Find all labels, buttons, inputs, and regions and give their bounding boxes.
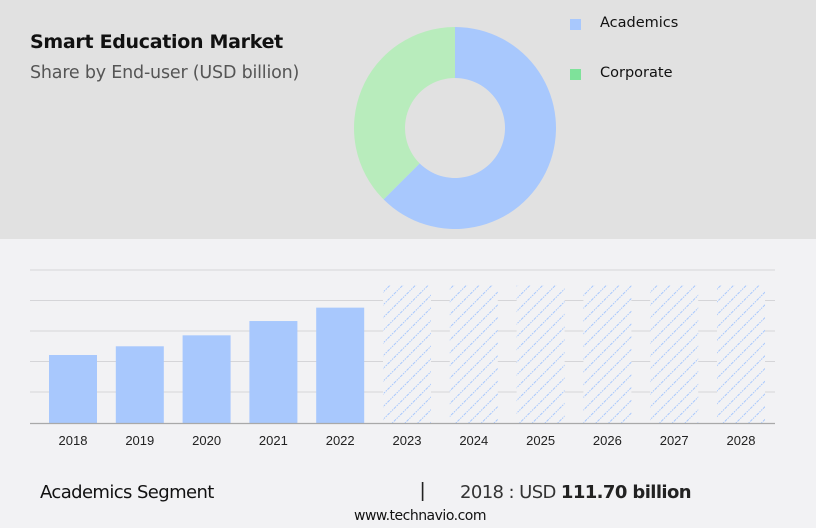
x-label-2028: 2028 [726, 433, 756, 448]
x-label-2025: 2025 [526, 433, 556, 448]
donut-slice-corporate[interactable] [353, 27, 455, 200]
legend-swatch-academics [570, 19, 581, 30]
x-label-2018: 2018 [58, 433, 88, 448]
donut-chart [353, 27, 556, 229]
x-label-2021: 2021 [258, 433, 288, 448]
legend-item-corporate[interactable]: Corporate [570, 65, 673, 81]
x-label-2022: 2022 [325, 433, 355, 448]
bar-2026[interactable] [583, 285, 632, 423]
bar-2023[interactable] [383, 285, 431, 423]
bars [49, 285, 765, 423]
x-label-2023: 2023 [392, 433, 422, 448]
bar-2022[interactable] [316, 307, 365, 423]
bar-2027[interactable] [650, 285, 699, 423]
bar-chart [30, 269, 775, 425]
x-label-2027: 2027 [659, 433, 689, 448]
segment-value-prefix: 2018 : USD [460, 482, 561, 503]
x-label-2020: 2020 [192, 433, 222, 448]
segment-value: 2018 : USD 111.70 billion [460, 482, 692, 503]
donut-slice-academics[interactable] [383, 27, 556, 229]
bar-2019[interactable] [115, 346, 164, 423]
chart-title: Smart Education Market [30, 31, 283, 53]
source-url[interactable]: www.technavio.com [354, 508, 487, 524]
x-label-2019: 2019 [125, 433, 155, 448]
bar-2025[interactable] [516, 285, 565, 423]
segment-value-amount: 111.70 billion [560, 482, 692, 503]
bar-2020[interactable] [182, 335, 231, 423]
bar-2028[interactable] [717, 285, 765, 423]
x-label-2026: 2026 [592, 433, 622, 448]
footer-divider: | [420, 480, 426, 502]
bar-2021[interactable] [249, 321, 298, 423]
legend-swatch-corporate [570, 69, 581, 80]
x-label-2024: 2024 [459, 433, 489, 448]
legend-label-corporate: Corporate [600, 65, 673, 81]
bar-2024[interactable] [449, 285, 498, 423]
legend-item-academics[interactable]: Academics [570, 15, 678, 31]
segment-label: Academics Segment [40, 482, 214, 503]
chart-subtitle: Share by End-user (USD billion) [30, 63, 300, 83]
summary-panel: Smart Education Market Share by End-user… [0, 0, 816, 239]
bar-2018[interactable] [49, 355, 97, 423]
legend-label-academics: Academics [600, 15, 679, 31]
